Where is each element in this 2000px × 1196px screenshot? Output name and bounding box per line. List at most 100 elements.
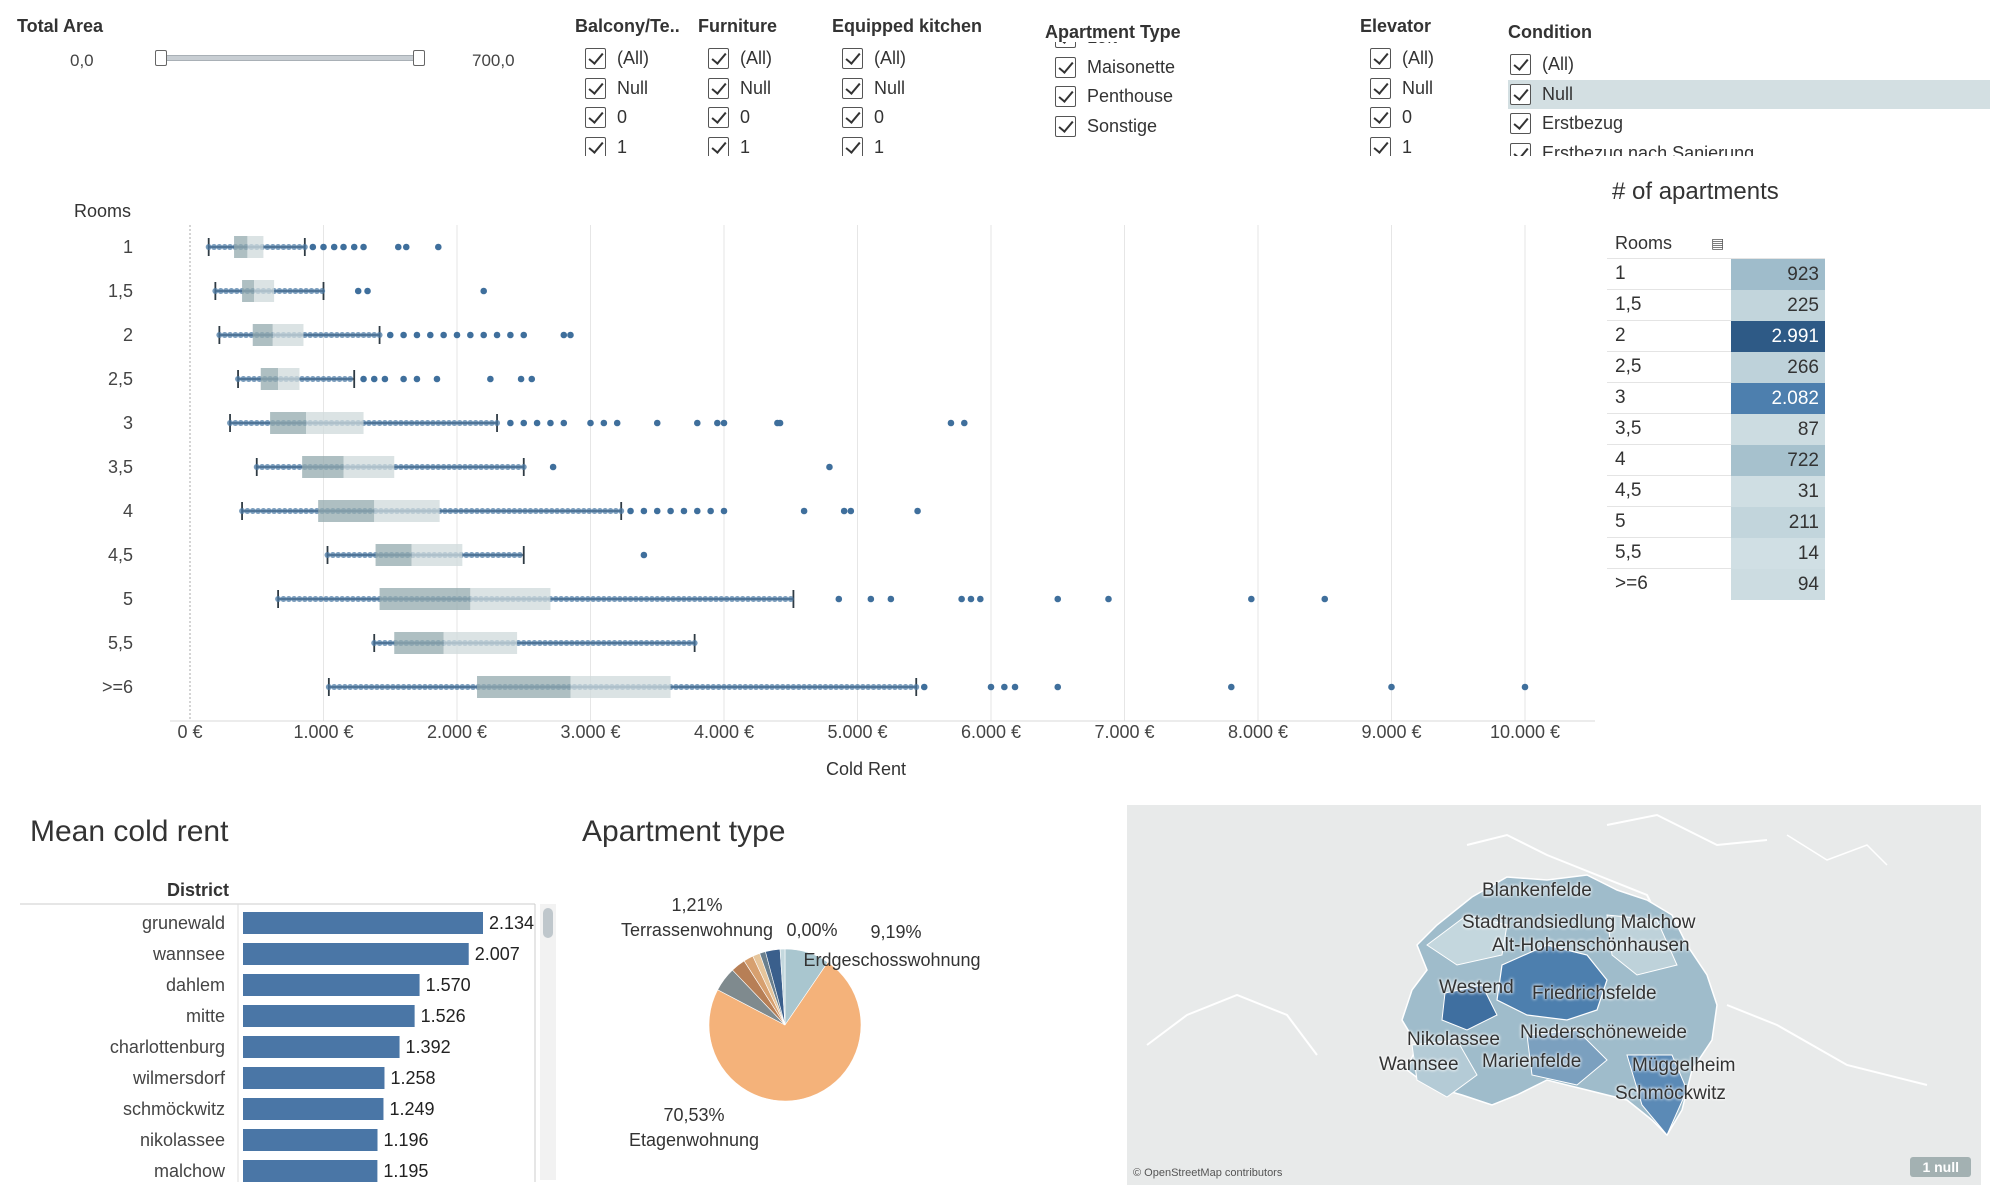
checkbox-checked-icon[interactable] bbox=[708, 48, 729, 70]
outlier-point[interactable] bbox=[720, 507, 728, 515]
outlier-point[interactable] bbox=[600, 419, 608, 427]
outlier-point[interactable] bbox=[1388, 683, 1395, 691]
outlier-point[interactable] bbox=[360, 375, 367, 383]
checkbox-checked-icon[interactable] bbox=[842, 136, 863, 156]
outlier-point[interactable] bbox=[400, 375, 407, 383]
outlier-point[interactable] bbox=[667, 507, 674, 515]
outlier-point[interactable] bbox=[560, 419, 568, 427]
table-row[interactable]: 3,5 87 bbox=[1607, 413, 1825, 445]
outlier-point[interactable] bbox=[961, 419, 968, 427]
total-area-slider-min-handle[interactable] bbox=[155, 50, 167, 66]
outlier-point[interactable] bbox=[528, 375, 536, 383]
outlier-point[interactable] bbox=[720, 419, 728, 427]
outlier-point[interactable] bbox=[435, 243, 442, 251]
elevator-option[interactable]: 0 bbox=[1368, 103, 1468, 133]
outlier-point[interactable] bbox=[433, 375, 441, 383]
outlier-point[interactable] bbox=[394, 243, 402, 251]
table-row[interactable]: 3 2.082 bbox=[1607, 382, 1825, 414]
outlier-point[interactable] bbox=[967, 595, 975, 603]
outlier-point[interactable] bbox=[1321, 595, 1329, 603]
balcony-option[interactable]: Null bbox=[583, 74, 683, 104]
outlier-point[interactable] bbox=[520, 419, 528, 427]
outlier-point[interactable] bbox=[480, 287, 488, 295]
outlier-point[interactable] bbox=[680, 507, 688, 515]
bar[interactable] bbox=[243, 1160, 378, 1182]
outlier-point[interactable] bbox=[800, 507, 808, 515]
box-upper[interactable] bbox=[470, 588, 551, 610]
checkbox-checked-icon[interactable] bbox=[1510, 54, 1531, 76]
district-mid-south[interactable] bbox=[1526, 1029, 1608, 1086]
kitchen-option[interactable]: 0 bbox=[840, 103, 940, 133]
table-row[interactable]: 5 211 bbox=[1607, 506, 1825, 538]
sort-icon[interactable]: ▤ bbox=[1711, 234, 1725, 251]
checkbox-checked-icon[interactable] bbox=[585, 48, 606, 70]
outlier-point[interactable] bbox=[694, 507, 701, 515]
bar[interactable] bbox=[243, 974, 420, 996]
outlier-point[interactable] bbox=[847, 507, 855, 515]
table-row[interactable]: >=6 94 bbox=[1607, 568, 1825, 600]
outlier-point[interactable] bbox=[400, 331, 407, 339]
table-row[interactable]: 1 923 bbox=[1607, 258, 1825, 290]
outlier-point[interactable] bbox=[1054, 595, 1062, 603]
outlier-point[interactable] bbox=[340, 243, 347, 251]
outlier-point[interactable] bbox=[947, 419, 955, 427]
apartment-type-option[interactable]: Loft bbox=[1053, 42, 1233, 53]
outlier-point[interactable] bbox=[653, 419, 661, 427]
furniture-filter-list[interactable]: (All) Null 0 1 bbox=[706, 44, 806, 156]
outlier-point[interactable] bbox=[507, 419, 514, 427]
box-lower[interactable] bbox=[302, 456, 344, 478]
kitchen-filter-list[interactable]: (All) Null 0 1 bbox=[840, 44, 940, 156]
balcony-option[interactable]: 0 bbox=[583, 103, 683, 133]
kitchen-option[interactable]: (All) bbox=[840, 44, 940, 74]
box-lower[interactable] bbox=[375, 544, 412, 566]
outlier-point[interactable] bbox=[977, 595, 984, 603]
elevator-filter-list[interactable]: (All) Null 0 1 bbox=[1368, 44, 1468, 156]
outlier-point[interactable] bbox=[776, 419, 784, 427]
outlier-point[interactable] bbox=[694, 419, 701, 427]
box-lower[interactable] bbox=[242, 280, 255, 302]
apartment-type-option[interactable]: Maisonette bbox=[1053, 53, 1233, 83]
outlier-point[interactable] bbox=[440, 331, 447, 339]
condition-option[interactable]: (All) bbox=[1508, 50, 1990, 80]
outlier-point[interactable] bbox=[413, 331, 421, 339]
outlier-point[interactable] bbox=[370, 375, 378, 383]
outlier-point[interactable] bbox=[887, 595, 895, 603]
box-upper[interactable] bbox=[306, 412, 364, 434]
balcony-option[interactable]: 1 bbox=[583, 133, 683, 156]
outlier-point[interactable] bbox=[493, 331, 501, 339]
checkbox-checked-icon[interactable] bbox=[1370, 77, 1391, 99]
outlier-point[interactable] bbox=[1521, 683, 1529, 691]
outlier-point[interactable] bbox=[987, 683, 995, 691]
district-south-east[interactable] bbox=[1626, 1054, 1688, 1136]
box-lower[interactable] bbox=[270, 412, 307, 434]
bar[interactable] bbox=[243, 1098, 384, 1120]
outlier-point[interactable] bbox=[920, 683, 928, 691]
outlier-point[interactable] bbox=[640, 551, 648, 559]
checkbox-checked-icon[interactable] bbox=[1055, 115, 1076, 137]
condition-option[interactable]: Erstbezug nach Sanierung bbox=[1508, 139, 1990, 156]
checkbox-checked-icon[interactable] bbox=[585, 107, 606, 129]
outlier-point[interactable] bbox=[1248, 595, 1255, 603]
checkbox-checked-icon[interactable] bbox=[708, 107, 729, 129]
outlier-point[interactable] bbox=[453, 331, 461, 339]
apartment-type-option[interactable]: Penthouse bbox=[1053, 82, 1233, 112]
bar[interactable] bbox=[243, 912, 483, 934]
box-upper[interactable] bbox=[254, 280, 275, 302]
checkbox-checked-icon[interactable] bbox=[842, 77, 863, 99]
outlier-point[interactable] bbox=[613, 419, 621, 427]
mean-rent-bar-chart[interactable]: grunewald 2.134 wannsee 2.007 dahlem 1.570 mit… bbox=[20, 902, 565, 1182]
outlier-point[interactable] bbox=[867, 595, 875, 603]
checkbox-checked-icon[interactable] bbox=[1510, 142, 1531, 156]
outlier-point[interactable] bbox=[958, 595, 965, 603]
checkbox-checked-icon[interactable] bbox=[842, 107, 863, 129]
checkbox-checked-icon[interactable] bbox=[1055, 86, 1076, 108]
checkbox-checked-icon[interactable] bbox=[1370, 48, 1391, 70]
pie-slice[interactable] bbox=[779, 948, 786, 1026]
box-lower[interactable] bbox=[252, 324, 273, 346]
outlier-point[interactable] bbox=[1001, 683, 1008, 691]
outlier-point[interactable] bbox=[547, 419, 554, 427]
inner-districts[interactable] bbox=[1496, 944, 1608, 1021]
balcony-option[interactable]: (All) bbox=[583, 44, 683, 74]
outlier-point[interactable] bbox=[386, 331, 394, 339]
pie-slice[interactable] bbox=[708, 961, 862, 1102]
